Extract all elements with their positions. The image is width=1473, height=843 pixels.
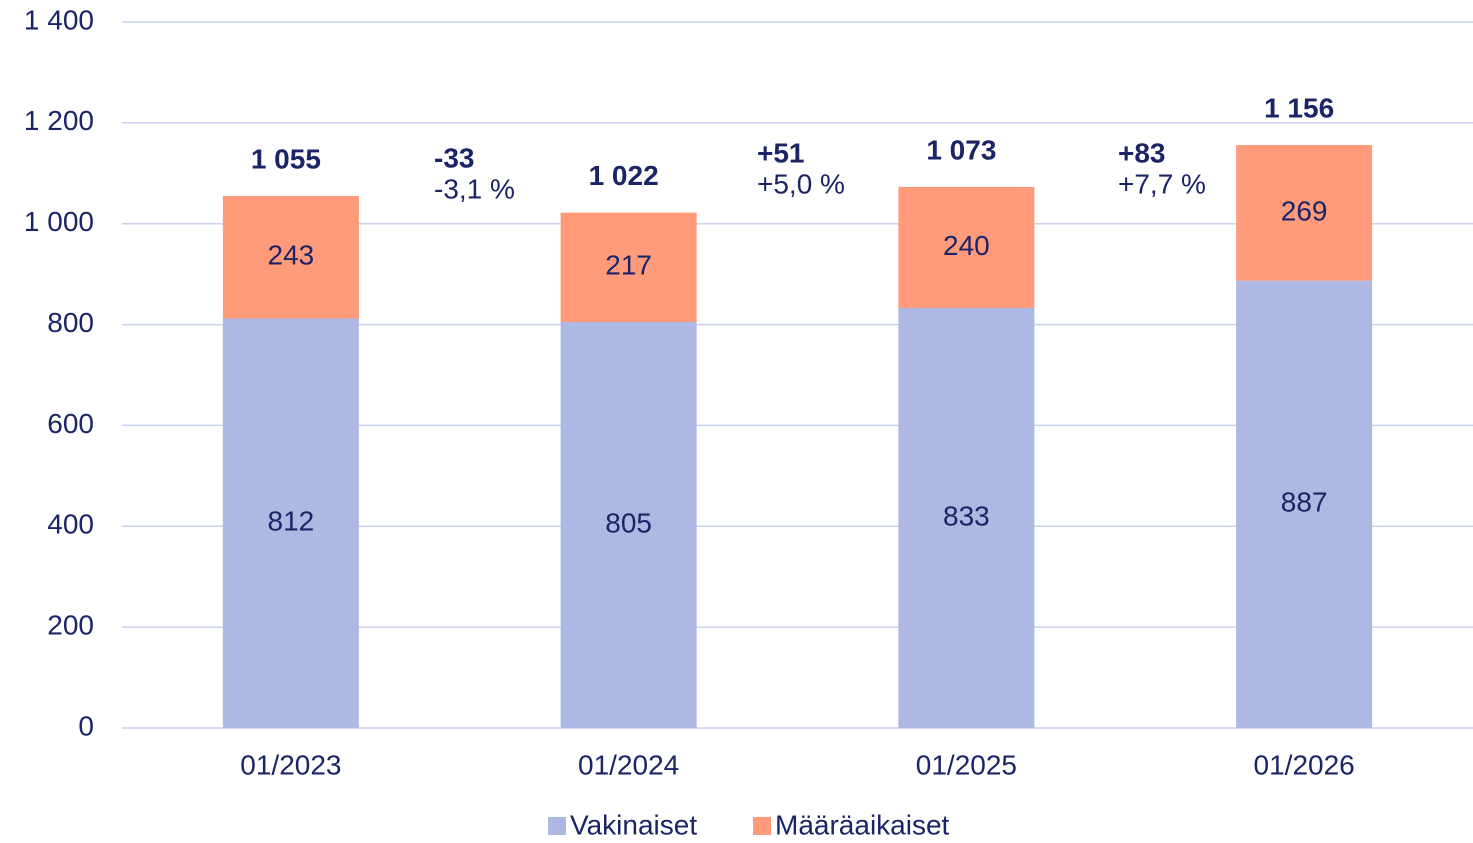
change-percent: +7,7 % bbox=[1118, 168, 1206, 199]
change-percent: +5,0 % bbox=[757, 168, 845, 199]
x-tick-label: 01/2023 bbox=[240, 749, 341, 780]
y-tick-label: 1 000 bbox=[24, 206, 94, 237]
segment-label: 217 bbox=[605, 250, 652, 281]
bar-segment bbox=[1236, 280, 1373, 728]
change-percent: -3,1 % bbox=[434, 173, 515, 204]
segment-label: 269 bbox=[1281, 195, 1328, 226]
bar-segment bbox=[898, 186, 1035, 308]
bar-segment bbox=[898, 307, 1035, 728]
y-tick-label: 0 bbox=[78, 710, 94, 741]
total-label: 1 022 bbox=[589, 160, 659, 191]
change-value: +51 bbox=[757, 137, 805, 168]
bar-segment bbox=[560, 212, 697, 323]
y-tick-label: 800 bbox=[47, 307, 94, 338]
bar-segment bbox=[222, 195, 359, 319]
y-tick-label: 600 bbox=[47, 408, 94, 439]
segment-label: 805 bbox=[605, 507, 652, 538]
x-tick-label: 01/2025 bbox=[916, 749, 1017, 780]
segment-label: 812 bbox=[268, 506, 315, 537]
total-label: 1 073 bbox=[926, 134, 996, 165]
segment-label: 240 bbox=[943, 230, 990, 261]
segment-label: 833 bbox=[943, 500, 990, 531]
change-value: +83 bbox=[1118, 137, 1166, 168]
total-label: 1 156 bbox=[1264, 92, 1334, 123]
legend-swatch bbox=[548, 817, 566, 835]
bar-segment bbox=[560, 322, 697, 728]
legend-swatch bbox=[753, 817, 771, 835]
segment-label: 243 bbox=[268, 240, 315, 271]
x-tick-label: 01/2024 bbox=[578, 749, 679, 780]
total-label: 1 055 bbox=[251, 143, 321, 174]
segment-label: 887 bbox=[1281, 487, 1328, 518]
bar-segment bbox=[1236, 145, 1373, 281]
change-value: -33 bbox=[434, 142, 474, 173]
x-tick-label: 01/2026 bbox=[1254, 749, 1355, 780]
y-tick-label: 200 bbox=[47, 610, 94, 641]
y-tick-label: 400 bbox=[47, 509, 94, 540]
y-tick-label: 1 200 bbox=[24, 105, 94, 136]
legend-label: Vakinaiset bbox=[570, 809, 697, 840]
bar-segment bbox=[222, 318, 359, 728]
legend-label: Määräaikaiset bbox=[775, 809, 950, 840]
y-tick-label: 1 400 bbox=[24, 4, 94, 35]
